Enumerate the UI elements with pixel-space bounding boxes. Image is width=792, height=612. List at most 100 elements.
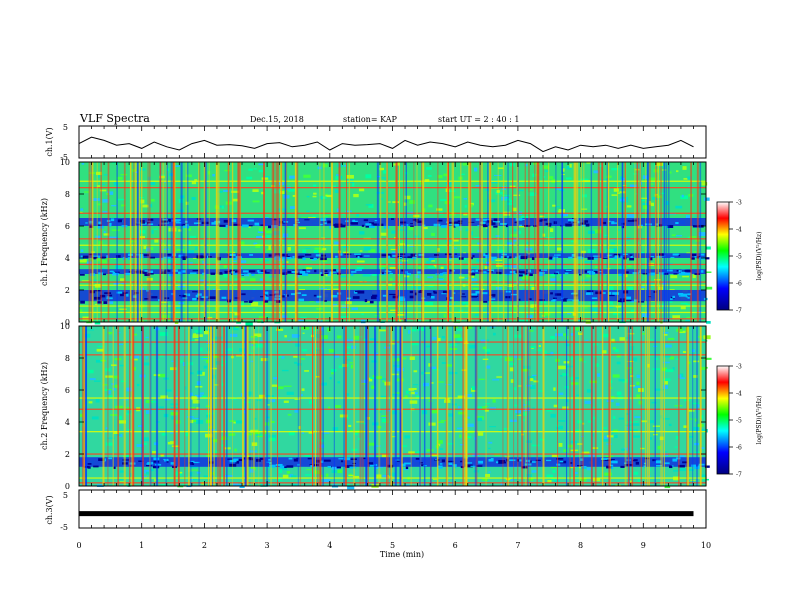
spectrogram-cell: [258, 227, 267, 232]
spectrogram-cell: [346, 174, 354, 179]
spectrogram-cell: [626, 296, 632, 300]
spectrogram-cell: [650, 284, 654, 288]
spectrogram-cell: [95, 235, 101, 238]
spectrogram-cell: [146, 247, 151, 252]
spectrogram-cell: [381, 415, 388, 417]
spectrogram-cell: [553, 387, 556, 391]
spectrogram-cell: [612, 374, 620, 378]
spectrogram-cell: [458, 257, 464, 260]
spectrogram-cell: [331, 294, 338, 298]
spectrogram-cell: [522, 365, 531, 370]
spectrogram-cell: [632, 272, 640, 275]
spectrogram-cell: [363, 255, 370, 257]
spectrogram-cell: [661, 253, 665, 256]
spectrogram-cell: [474, 314, 479, 317]
spectrogram-cell: [513, 306, 518, 311]
spectrogram-cell: [503, 428, 510, 430]
spectrogram-cell: [266, 235, 271, 238]
spectrogram-cell: [206, 419, 213, 424]
spectrogram-cell: [194, 179, 198, 181]
spectrogram-cell: [445, 240, 453, 242]
spectrogram-cell: [100, 256, 107, 259]
spectrogram-cell: [508, 362, 515, 366]
spectrogram-cell: [602, 350, 607, 354]
spectrogram-cell: [399, 318, 402, 323]
spectrogram-cell: [189, 462, 194, 464]
spectrogram-streak: [601, 326, 604, 486]
spectrogram-cell: [409, 356, 415, 360]
spectrogram-cell: [650, 272, 655, 276]
spectrogram-cell: [511, 293, 518, 296]
spectrogram-cell: [640, 447, 645, 450]
spectrogram-cell: [300, 316, 307, 319]
spectrogram-cell: [350, 364, 353, 369]
spectrogram-cell: [490, 256, 497, 260]
spectrogram-cell: [553, 404, 558, 408]
spectrogram-cell: [150, 198, 155, 202]
spectrogram-cell: [414, 235, 419, 238]
spectrogram-cell: [652, 368, 661, 371]
spectrogram-cell: [344, 253, 352, 255]
spectrogram-cell: [630, 309, 635, 313]
spectrogram-cell: [393, 163, 397, 166]
spectrogram-cell: [675, 457, 681, 460]
spectrogram-cell: [254, 223, 259, 225]
x-tick-label: 6: [453, 541, 458, 550]
spectrogram-cell: [380, 267, 385, 272]
spectrogram-cell: [185, 223, 189, 227]
spectrogram-cell: [186, 250, 195, 255]
spectrogram-cell: [136, 383, 140, 387]
spectrogram-cell: [630, 255, 633, 258]
spectrogram-cell: [498, 461, 504, 464]
spectrogram-cell: [440, 420, 447, 422]
x-tick-label: 10: [701, 541, 711, 550]
spectrogram-cell: [650, 202, 655, 207]
spectrogram-streak: [188, 326, 190, 486]
spectrogram-cell: [389, 293, 396, 296]
spectrogram-cell: [223, 190, 230, 192]
spectrogram-cell: [171, 360, 175, 362]
spectrogram-cell: [255, 458, 261, 462]
spectrogram-cell: [420, 180, 423, 185]
spectrogram-cell: [196, 419, 204, 424]
spectrogram-cell: [594, 266, 598, 268]
spectrogram-cell: [431, 260, 436, 262]
spectrogram-cell: [394, 392, 401, 394]
spectrogram-cell: [200, 298, 204, 300]
spectrogram-cell: [690, 257, 695, 260]
spectrogram-cell: [477, 225, 481, 227]
spectrogram-cell: [235, 461, 240, 464]
spectrogram-cell: [198, 225, 201, 228]
spectrogram-cell: [110, 218, 115, 222]
spectrogram-cell: [691, 464, 697, 468]
spectrogram-cell: [692, 402, 699, 405]
spectrogram-cell: [280, 191, 285, 194]
spectrogram-cell: [659, 436, 664, 441]
spectrogram-cell: [550, 272, 557, 277]
spectrogram-cell: [579, 357, 584, 362]
spectrogram-cell: [633, 257, 636, 260]
spectrogram-cell: [427, 175, 432, 177]
ch1-ytick-top: 5: [63, 123, 68, 132]
spectrogram-cell: [599, 179, 608, 182]
spectrogram-cell: [133, 358, 138, 361]
spectrogram-streak: [123, 162, 126, 322]
spectrogram-cell: [316, 459, 322, 463]
spectrogram-streak: [583, 162, 585, 322]
spectrogram-cell: [485, 339, 490, 343]
spectrogram-line: [79, 212, 706, 214]
spectrogram-cell: [634, 416, 641, 419]
spectrogram-cell: [381, 454, 388, 458]
spectrogram-cell: [306, 469, 312, 471]
spectrogram-cell: [404, 435, 411, 439]
spectrogram-streak: [237, 162, 240, 322]
spectrogram-cell: [253, 333, 262, 337]
spectrogram-cell: [264, 217, 269, 219]
spectrogram-cell: [669, 356, 675, 360]
spectrogram-cell: [614, 255, 619, 258]
spectrogram-cell: [354, 290, 361, 293]
spectrogram-streak: [451, 162, 454, 322]
spectrogram-cell: [309, 464, 313, 466]
spectrogram-cell: [490, 222, 496, 225]
spectrogram-cell: [275, 253, 280, 256]
